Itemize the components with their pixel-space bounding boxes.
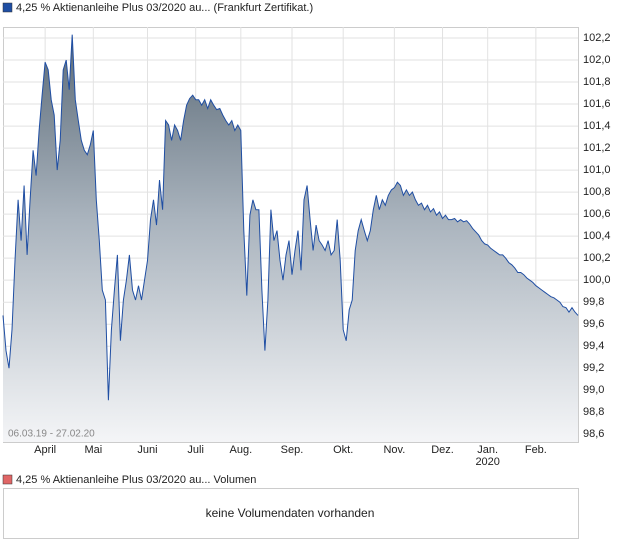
- x-tick-label: Nov.: [383, 444, 405, 456]
- y-tick-label: 101,2: [583, 142, 611, 154]
- volume-frame: [3, 488, 579, 539]
- x-tick-label: Aug.: [230, 444, 253, 456]
- y-tick-label: 98,6: [583, 428, 604, 440]
- price-line: [2, 34, 579, 401]
- date-range: 06.03.19 - 27.02.20: [8, 429, 95, 440]
- y-tick-label: 100,0: [583, 274, 611, 286]
- y-tick-label: 98,8: [583, 406, 604, 418]
- y-tick-label: 102,0: [583, 54, 611, 66]
- x-tick-label: Mai: [84, 444, 102, 456]
- x-tick-label: Feb.: [525, 444, 547, 456]
- y-tick-label: 99,4: [583, 340, 604, 352]
- y-tick-label: 100,2: [583, 252, 611, 264]
- volume-message: keine Volumendaten vorhanden: [206, 506, 375, 520]
- y-tick-label: 100,8: [583, 186, 611, 198]
- y-tick-label: 101,4: [583, 120, 611, 132]
- chart-title: 4,25 % Aktienanleihe Plus 03/2020 au... …: [16, 2, 313, 14]
- x-tick-label: April: [34, 444, 56, 456]
- y-tick-label: 101,0: [583, 164, 611, 176]
- legend-swatch: [2, 2, 13, 13]
- y-tick-label: 100,4: [583, 230, 611, 242]
- y-tick-label: 99,8: [583, 296, 604, 308]
- volume-title: 4,25 % Aktienanleihe Plus 03/2020 au... …: [16, 474, 256, 486]
- y-tick-label: 99,0: [583, 384, 604, 396]
- x-tick-label: Dez.: [431, 444, 454, 456]
- x-tick-label: Juni: [137, 444, 157, 456]
- y-tick-label: 99,6: [583, 318, 604, 330]
- year-label: 2020: [475, 456, 499, 468]
- y-tick-label: 102,2: [583, 32, 611, 44]
- y-tick-label: 101,6: [583, 98, 611, 110]
- y-tick-label: 99,2: [583, 362, 604, 374]
- x-tick-label: Jan.: [477, 444, 498, 456]
- x-tick-label: Okt.: [333, 444, 353, 456]
- volume-swatch: [2, 474, 13, 485]
- x-tick-label: Sep.: [281, 444, 304, 456]
- y-tick-label: 101,8: [583, 76, 611, 88]
- plot-frame: [3, 27, 579, 443]
- area-fill: [3, 34, 578, 442]
- y-tick-label: 100,6: [583, 208, 611, 220]
- x-tick-label: Juli: [187, 444, 204, 456]
